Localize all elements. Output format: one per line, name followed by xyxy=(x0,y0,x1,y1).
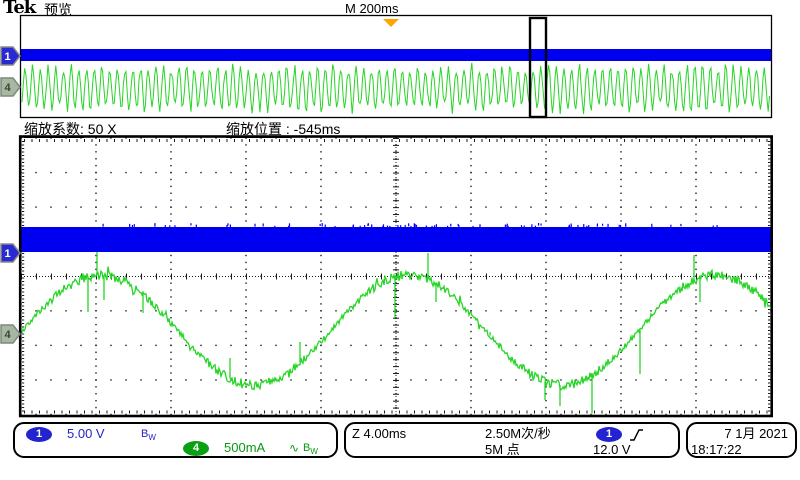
datetime-box: 7 1月 2021 18:17:22 xyxy=(686,422,797,458)
ch1-bandwidth-icon: BW xyxy=(141,428,156,443)
ch4-main-marker[interactable]: 4 xyxy=(0,324,21,344)
tek-logo: Tek xyxy=(3,0,36,18)
ch1-main-marker[interactable]: 1 xyxy=(0,243,21,263)
svg-text:4: 4 xyxy=(4,329,11,341)
acquisition-status: 预览 xyxy=(44,2,72,18)
trigger-source-badge: 1 xyxy=(596,427,622,442)
ch4-overview-marker[interactable]: 4 xyxy=(0,77,21,97)
ch4-bandwidth-icon: BW xyxy=(303,442,318,457)
ch4-spikes xyxy=(87,252,701,414)
ch1-main-trace xyxy=(21,227,771,252)
main-timebase-readout: M 200ms xyxy=(345,1,399,16)
svg-text:1: 1 xyxy=(4,51,10,63)
overview-panel xyxy=(19,14,773,119)
ch1-band-noise xyxy=(102,223,718,230)
zoom-factor: 缩放系数: 50 X xyxy=(24,121,117,138)
main-graticule-panel xyxy=(18,135,774,418)
ch1-badge: 1 xyxy=(26,427,52,442)
zoom-position: 缩放位置 : -545ms xyxy=(226,121,341,138)
overview-border xyxy=(19,14,773,119)
zoom-info-bar: 缩放系数: 50 X 缩放位置 : -545ms xyxy=(0,119,800,138)
time-readout: 18:17:22 xyxy=(691,442,742,457)
ch1-overview-trace xyxy=(21,49,771,61)
ch1-scale-readout: 5.00 V xyxy=(67,426,105,441)
ch4-scale-readout: 500mA xyxy=(224,440,266,455)
vertical-readout-box: 1 5.00 V BW 4 500mA ∿ BW xyxy=(13,422,338,458)
svg-text:4: 4 xyxy=(4,82,11,94)
ch4-badge: 4 xyxy=(183,441,209,456)
record-length-readout: 5M 点 xyxy=(485,442,520,457)
zoom-window-indicator[interactable] xyxy=(528,16,548,119)
ch1-overview-marker[interactable]: 1 xyxy=(0,46,21,66)
channel-markers[interactable]: 1 4 1 4 xyxy=(0,46,21,344)
rising-edge-icon xyxy=(630,429,643,441)
ch4-main-trace xyxy=(20,266,772,391)
main-panel-border xyxy=(18,135,774,418)
ch4-ac-coupling-icon: ∿ xyxy=(289,441,300,455)
trigger-level-readout: 12.0 V xyxy=(593,442,631,457)
trigger-position-marker[interactable] xyxy=(383,19,399,27)
svg-text:1: 1 xyxy=(4,248,10,260)
horizontal-trigger-readout-box: Z 4.00ms 2.50M次/秒 1 5M 点 12.0 V xyxy=(344,422,680,458)
ch4-overview-trace xyxy=(21,62,770,115)
date-readout: 7 1月 2021 xyxy=(724,426,788,441)
sample-rate-readout: 2.50M次/秒 xyxy=(485,426,551,441)
zoom-timebase-readout: Z 4.00ms xyxy=(352,426,407,441)
